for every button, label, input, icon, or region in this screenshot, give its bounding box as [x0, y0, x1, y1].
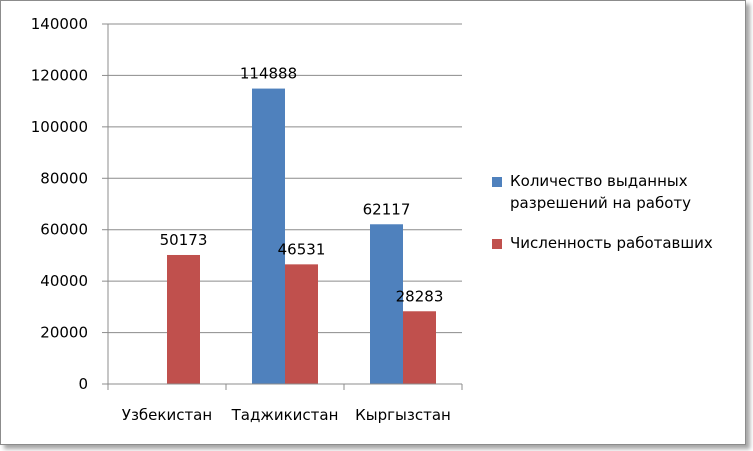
y-tick-label: 120000 [31, 66, 88, 84]
y-tick-label: 80000 [40, 169, 88, 187]
legend: Количество выданных разрешений на работу… [492, 170, 742, 272]
legend-item-permits: Количество выданных разрешений на работу [492, 170, 742, 214]
y-tick-label: 100000 [31, 118, 88, 136]
legend-item-workers: Численность работавших [492, 232, 742, 254]
y-tick-label: 20000 [40, 324, 88, 342]
x-tick-label: Узбекистан [122, 406, 212, 424]
data-label: 28283 [396, 287, 444, 305]
x-tick-label: Таджикистан [231, 406, 339, 424]
legend-label-permits: Количество выданных разрешений на работу [510, 172, 691, 212]
y-tick-label: 40000 [40, 272, 88, 290]
y-tick-label: 140000 [31, 15, 88, 33]
bar [403, 311, 436, 384]
data-label: 46531 [278, 240, 326, 258]
y-tick-label: 60000 [40, 221, 88, 239]
y-tick-label: 0 [78, 375, 88, 393]
data-label: 50173 [160, 231, 208, 249]
bar [285, 264, 318, 384]
legend-swatch-permits [492, 177, 502, 187]
data-label: 62117 [363, 200, 411, 218]
legend-label-workers: Численность работавших [510, 234, 713, 252]
bar [370, 224, 403, 384]
bar [252, 88, 285, 384]
x-tick-label: Кыргызстан [355, 406, 451, 424]
data-label: 114888 [240, 65, 297, 83]
bar [167, 254, 200, 384]
legend-swatch-workers [492, 239, 502, 249]
